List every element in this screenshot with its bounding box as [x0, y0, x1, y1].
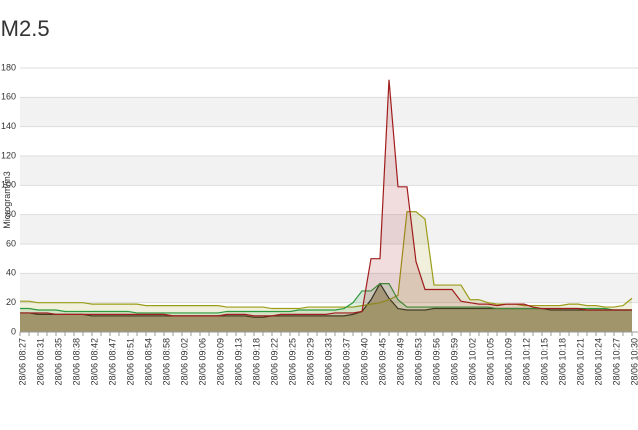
y-tick-label: 40	[6, 268, 16, 278]
y-tick-label: 20	[6, 297, 16, 307]
grid-band	[20, 214, 638, 244]
x-tick-label: 28/06 09:59	[449, 338, 459, 386]
x-tick-label: 28/06 09:02	[179, 338, 189, 386]
grid-band	[20, 273, 638, 303]
y-tick-label: 120	[1, 150, 16, 160]
series-area	[20, 283, 632, 332]
x-tick-label: 28/06 10:24	[593, 338, 603, 386]
y-tick-label: 140	[1, 121, 16, 131]
x-tick-label: 28/06 09:18	[251, 338, 261, 386]
x-tick-label: 28/06 09:09	[215, 338, 225, 386]
y-tick-label: 100	[1, 180, 16, 190]
x-tick-label: 28/06 09:49	[395, 338, 405, 386]
x-tick-label: 28/06 09:37	[341, 338, 351, 386]
y-tick-label: 60	[6, 238, 16, 248]
chart-title: PM2.5	[0, 16, 50, 41]
x-tick-label: 28/06 08:42	[89, 338, 99, 386]
grid-band	[20, 97, 638, 127]
grid-band	[20, 156, 638, 186]
x-tick-label: 28/06 08:51	[125, 338, 135, 386]
x-tick-label: 28/06 10:30	[629, 338, 638, 386]
x-tick-label: 28/06 08:35	[53, 338, 63, 386]
x-tick-label: 28/06 10:02	[467, 338, 477, 386]
x-tick-label: 28/06 09:06	[197, 338, 207, 386]
x-tick-label: 28/06 09:56	[431, 338, 441, 386]
series-area	[20, 283, 632, 332]
x-tick-label: 28/06 08:38	[71, 338, 81, 386]
y-tick-label: 160	[1, 92, 16, 102]
x-tick-label: 28/06 08:58	[161, 338, 171, 386]
x-tick-label: 28/06 09:33	[323, 338, 333, 386]
x-tick-label: 28/06 08:27	[17, 338, 27, 386]
x-tick-label: 28/06 09:45	[377, 338, 387, 386]
x-tick-label: 28/06 10:05	[485, 338, 495, 386]
x-tick-label: 28/06 10:18	[557, 338, 567, 386]
x-tick-label: 28/06 08:54	[143, 338, 153, 386]
x-tick-label: 28/06 10:15	[539, 338, 549, 386]
y-tick-label: 80	[6, 209, 16, 219]
y-tick-label: 0	[11, 326, 16, 336]
x-tick-label: 28/06 08:47	[107, 338, 117, 386]
x-tick-label: 28/06 09:40	[359, 338, 369, 386]
series-area	[20, 211, 632, 332]
x-tick-label: 28/06 09:29	[305, 338, 315, 386]
series-line	[20, 79, 632, 317]
x-tick-label: 28/06 10:27	[611, 338, 621, 386]
x-tick-label: 28/06 09:22	[269, 338, 279, 386]
x-tick-label: 28/06 09:13	[233, 338, 243, 386]
x-tick-label: 28/06 09:25	[287, 338, 297, 386]
x-tick-label: 28/06 10:09	[503, 338, 513, 386]
x-tick-label: 28/06 10:21	[575, 338, 585, 386]
x-tick-label: 28/06 08:31	[35, 338, 45, 386]
x-tick-label: 28/06 10:12	[521, 338, 531, 386]
x-tick-label: 28/06 09:53	[413, 338, 423, 386]
y-axis-label: Microgram/m3	[2, 171, 12, 229]
series-line	[20, 283, 632, 314]
y-tick-label: 180	[1, 62, 16, 72]
